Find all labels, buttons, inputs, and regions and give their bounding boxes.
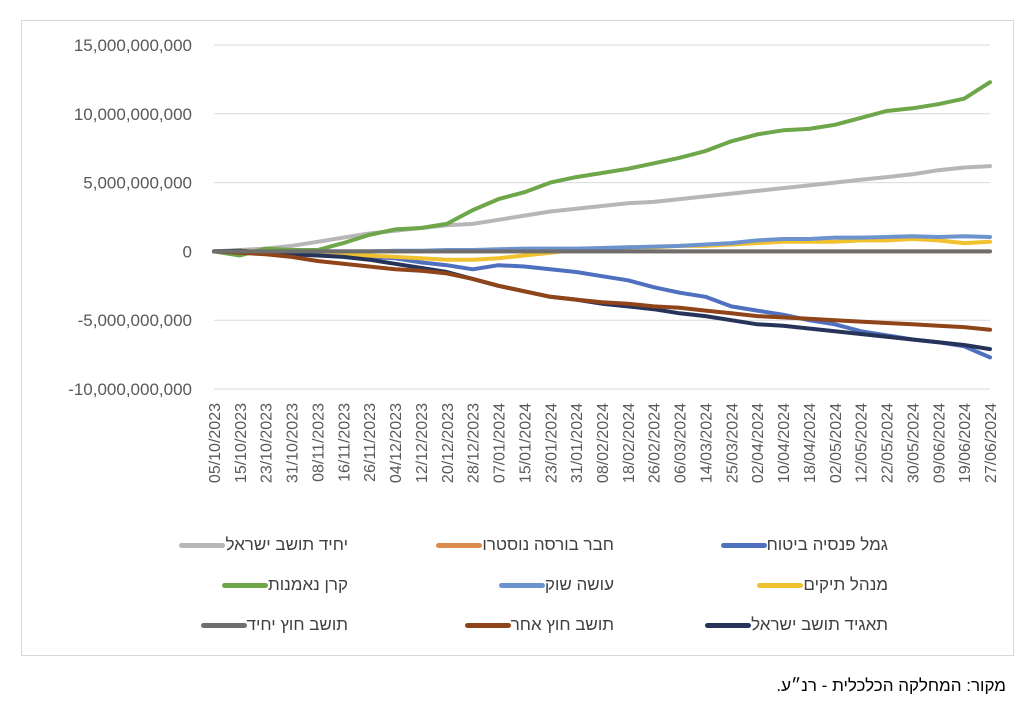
y-tick-label: 5,000,000,000	[83, 174, 192, 193]
x-tick-label: 09/06/2024	[931, 403, 948, 483]
x-tick-label: 18/04/2024	[802, 403, 819, 483]
legend-item: מנהל תיקים	[751, 575, 888, 595]
legend-item: תושב חוץ אחר	[459, 615, 614, 635]
legend-swatch	[705, 622, 752, 628]
legend-item: חבר בורסה נוסטרו	[430, 535, 614, 555]
x-tick-label: 19/06/2024	[957, 403, 974, 483]
x-tick-label: 02/05/2024	[828, 403, 845, 483]
legend-swatch	[757, 582, 804, 588]
clipped-top-text	[0, 0, 1024, 6]
y-tick-label: -5,000,000,000	[78, 311, 192, 330]
x-tick-label: 05/10/2023	[207, 403, 224, 483]
legend-label: תושב חוץ אחר	[510, 615, 614, 634]
x-tick-label: 30/05/2024	[905, 403, 922, 483]
legend-label: גמל פנסיה ביטוח	[766, 535, 888, 554]
x-tick-label: 31/01/2024	[569, 403, 586, 483]
x-tick-label: 27/06/2024	[983, 403, 1000, 483]
legend-item: עושה שוק	[493, 575, 614, 595]
legend-label: תאגיד תושב ישראל	[751, 615, 888, 634]
x-tick-label: 26/11/2023	[362, 403, 379, 482]
legend-label: עושה שוק	[544, 575, 614, 594]
x-tick-label: 08/02/2024	[595, 403, 612, 483]
x-tick-label: 25/03/2024	[724, 403, 741, 483]
x-tick-label: 31/10/2023	[285, 403, 302, 483]
x-tick-label: 15/01/2024	[517, 403, 534, 483]
x-tick-label: 02/04/2024	[750, 403, 767, 483]
x-tick-label: 04/12/2023	[388, 403, 405, 483]
x-tick-label: 26/02/2024	[647, 403, 664, 483]
legend-label: חבר בורסה נוסטרו	[482, 535, 614, 554]
x-tick-label: 12/12/2023	[414, 403, 431, 483]
series-line	[212, 80, 992, 258]
x-tick-label: 14/03/2024	[698, 403, 715, 483]
x-tick-label: 08/11/2023	[310, 403, 327, 482]
x-tick-label: 07/01/2024	[492, 403, 509, 483]
y-tick-label: 0	[183, 242, 192, 261]
legend-swatch	[200, 622, 247, 628]
y-tick-label: 10,000,000,000	[74, 105, 192, 124]
legend-label: יחיד תושב ישראל	[225, 535, 348, 554]
legend-swatch	[720, 542, 767, 548]
x-tick-label: 18/02/2024	[621, 403, 638, 483]
y-tick-label: -10,000,000,000	[68, 380, 192, 399]
source-note: מקור: המחלקה הכלכלית - רנ״ע.	[776, 676, 1006, 695]
legend-item: תאגיד תושב ישראל	[699, 615, 888, 635]
x-tick-label: 22/05/2024	[880, 403, 897, 483]
x-tick-label: 23/01/2024	[543, 403, 560, 483]
legend-swatch	[436, 542, 483, 548]
x-tick-label: 12/05/2024	[854, 403, 871, 483]
x-tick-label: 06/03/2024	[673, 403, 690, 483]
legend-label: קרן נאמנות	[268, 575, 348, 594]
legend-item: תושב חוץ יחיד	[195, 615, 348, 635]
x-tick-label: 15/10/2023	[233, 403, 250, 483]
x-tick-label: 16/11/2023	[336, 403, 353, 482]
legend-item: קרן נאמנות	[216, 575, 348, 595]
legend-item: גמל פנסיה ביטוח	[715, 535, 888, 555]
x-tick-label: 28/12/2023	[466, 403, 483, 483]
series-line	[212, 249, 992, 332]
legend-swatch	[464, 622, 511, 628]
legend-swatch	[222, 582, 268, 588]
y-tick-label: 15,000,000,000	[74, 36, 192, 55]
series-line	[212, 248, 992, 352]
x-tick-label: 10/04/2024	[776, 403, 793, 483]
x-tick-label: 23/10/2023	[259, 403, 276, 483]
legend-swatch	[498, 582, 545, 588]
legend-label: תושב חוץ יחיד	[246, 615, 348, 634]
legend-swatch	[179, 542, 226, 548]
x-tick-label: 20/12/2023	[440, 403, 457, 483]
chart-frame: 15,000,000,000 10,000,000,000 5,000,000,00…	[21, 20, 1014, 656]
legend-label: מנהל תיקים	[803, 575, 888, 594]
legend-item: יחיד תושב ישראל	[173, 535, 348, 555]
line-chart: 15,000,000,000 10,000,000,000 5,000,000,00…	[68, 36, 1000, 483]
series-line	[212, 164, 992, 254]
